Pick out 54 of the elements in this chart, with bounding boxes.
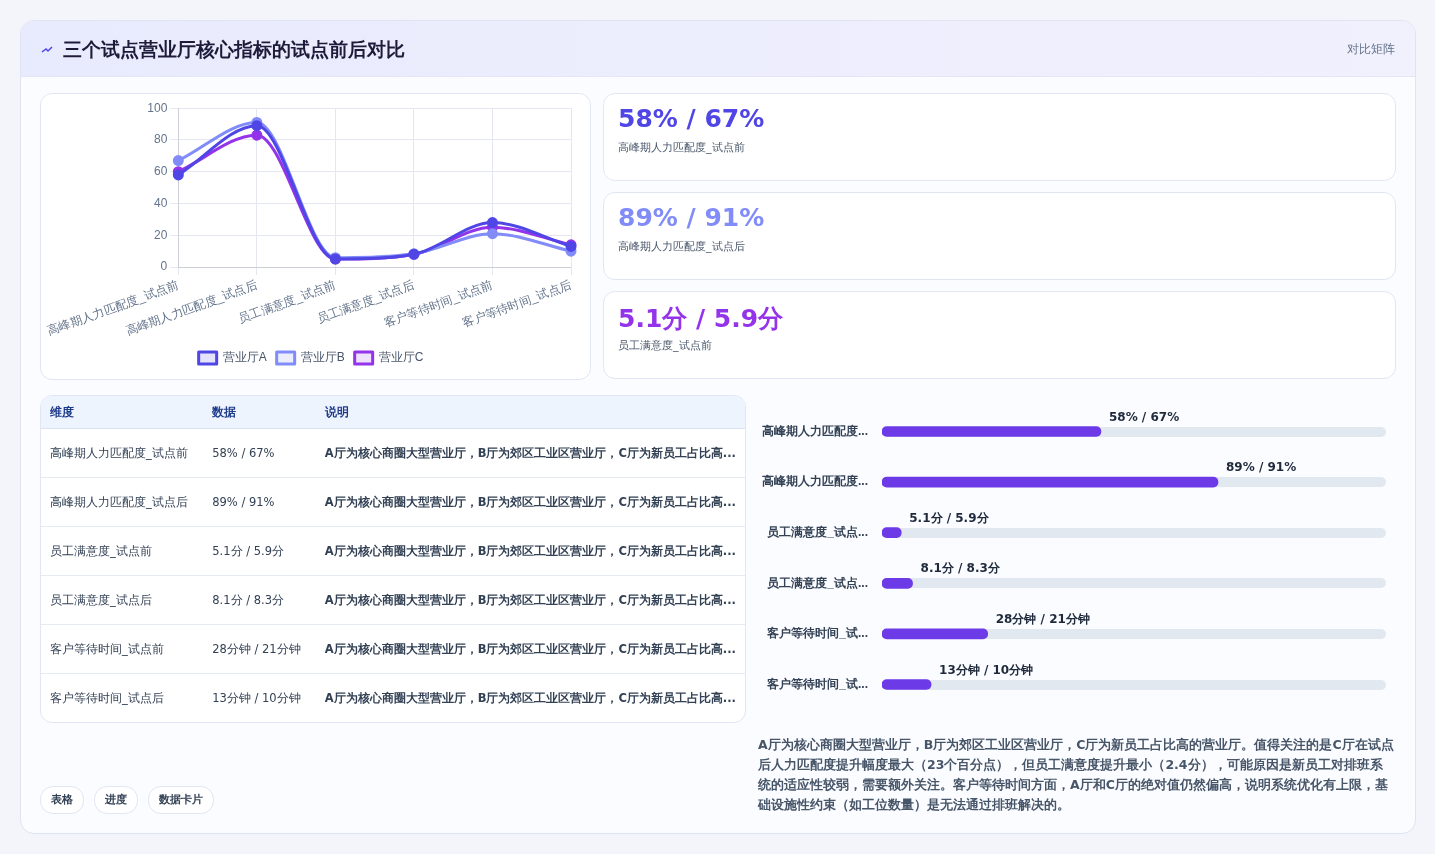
text: 89% / 91% bbox=[203, 477, 316, 527]
y-tick-label: 80 bbox=[153, 132, 168, 147]
category-label: 说明 bbox=[315, 396, 745, 429]
data-label: 5.1分 / 5.9分 bbox=[909, 510, 990, 525]
y-tick-label: 0 bbox=[160, 259, 168, 274]
text: A厅为核心商圈大型营业厅，B厅为郊区工业区营业厅，C厅为新员工占比高... bbox=[315, 575, 745, 625]
y-tick-label: 20 bbox=[153, 227, 168, 242]
legend-label: 营业厅A bbox=[222, 350, 267, 365]
text: 高峰期人力匹配度_试点后 bbox=[41, 477, 204, 527]
y-tick-label: 100 bbox=[147, 100, 168, 115]
text: 客户等待时间_试点后 bbox=[41, 673, 204, 723]
legend-label: 营业厅B bbox=[300, 350, 345, 365]
text: 员工满意度_试点后 bbox=[41, 575, 204, 625]
category-label: 数据 bbox=[203, 396, 316, 429]
text: 数据卡片 bbox=[148, 786, 214, 814]
text: 高峰期人力匹配度_试点前 bbox=[618, 140, 745, 155]
text: 13分钟 / 10分钟 bbox=[203, 673, 316, 723]
y-tick-label: 客户等待时间_试... bbox=[766, 676, 868, 691]
text: 高峰期人力匹配度_试点前 bbox=[41, 428, 204, 478]
text: 高峰期人力匹配度_试点后 bbox=[618, 239, 745, 254]
text: 5.1分 / 5.9分 bbox=[618, 303, 784, 335]
text: 对比矩阵 bbox=[1347, 41, 1395, 58]
text: 员工满意度_试点前 bbox=[41, 526, 204, 576]
text: 5.1分 / 5.9分 bbox=[203, 526, 316, 576]
text: 58% / 67% bbox=[618, 104, 765, 133]
text: 28分钟 / 21分钟 bbox=[203, 624, 316, 674]
data-label: 8.1分 / 8.3分 bbox=[920, 561, 1001, 576]
text: 58% / 67% bbox=[203, 428, 316, 478]
y-tick-label: 员工满意度_试点... bbox=[767, 525, 868, 540]
text: A厅为核心商圈大型营业厅，B厅为郊区工业区营业厅，C厅为新员工占比高... bbox=[315, 477, 745, 527]
y-tick-label: 高峰期人力匹配度... bbox=[761, 474, 868, 489]
text: 进度 bbox=[94, 786, 138, 814]
text: 三个试点营业厅核心指标的试点前后对比 bbox=[63, 37, 405, 62]
y-tick-label: 60 bbox=[153, 164, 168, 179]
y-tick-label: 客户等待时间_试... bbox=[766, 626, 868, 641]
text: A厅为核心商圈大型营业厅，B厅为郊区工业区营业厅，C厅为新员工占比高... bbox=[315, 624, 745, 674]
text: 89% / 91% bbox=[618, 203, 765, 232]
text: A厅为核心商圈大型营业厅，B厅为郊区工业区营业厅，C厅为新员工占比高... bbox=[315, 428, 745, 478]
category-label: 维度 bbox=[41, 396, 204, 429]
text: 表格 bbox=[40, 786, 84, 814]
text: A厅为核心商圈大型营业厅，B厅为郊区工业区营业厅，C厅为新员工占比高的营业厅。值得关注的是C厅在试点后人力匹配度提升幅度最大（23个百分点），但员工满意度提升最小（2.4分），可能原因是新员工对排班系统的适应性较弱，需要额外关注。客户等待时间方面，A厅和C厅的绝对值仍然偏高，说明系统优化有上限，基础设施性约束（如工位数量）是无法通过排班解决的。 bbox=[758, 736, 1394, 814]
text: 客户等待时间_试点前 bbox=[41, 624, 204, 674]
data-label: 13分钟 / 10分钟 bbox=[939, 662, 1034, 677]
y-tick-label: 员工满意度_试点... bbox=[767, 575, 868, 590]
text: A厅为核心商圈大型营业厅，B厅为郊区工业区营业厅，C厅为新员工占比高... bbox=[315, 673, 745, 723]
text: 员工满意度_试点前 bbox=[618, 338, 712, 353]
text: A厅为核心商圈大型营业厅，B厅为郊区工业区营业厅，C厅为新员工占比高... bbox=[315, 526, 745, 576]
data-label: 58% / 67% bbox=[1108, 409, 1180, 424]
data-label: 28分钟 / 21分钟 bbox=[995, 612, 1090, 627]
y-tick-label: 40 bbox=[153, 195, 168, 210]
text: 8.1分 / 8.3分 bbox=[203, 575, 316, 625]
y-tick-label: 高峰期人力匹配度... bbox=[761, 423, 868, 438]
data-label: 89% / 91% bbox=[1226, 460, 1297, 475]
legend-label: 营业厅C bbox=[378, 350, 424, 365]
